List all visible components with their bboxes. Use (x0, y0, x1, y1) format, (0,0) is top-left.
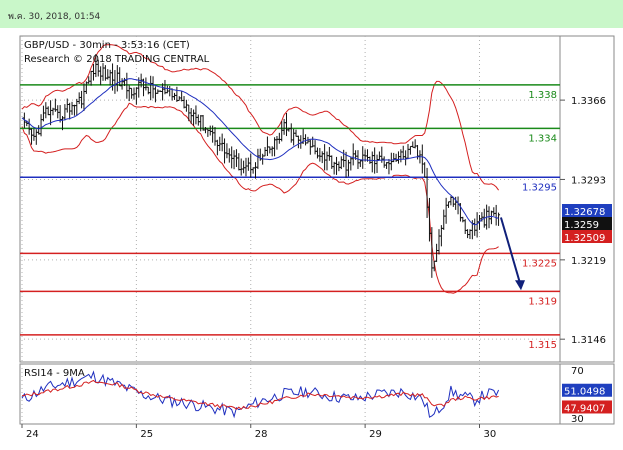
date-tick-label: 29 (369, 429, 382, 440)
level-label-1.315: 1.315 (528, 340, 557, 351)
level-label-1.338: 1.338 (528, 90, 557, 101)
price-badge-1.3259-bg (562, 217, 612, 230)
main-panel-frame (19, 35, 561, 363)
price-tick-label: 1.3146 (571, 335, 606, 346)
price-tick-label: 1.3366 (571, 96, 606, 107)
price-badge-1.32509-bg (562, 230, 612, 243)
moving-average-line (21, 78, 499, 226)
projection-arrow-shaft (499, 217, 521, 284)
level-label-1.3295: 1.3295 (522, 182, 557, 193)
rsi-tick-label: 30 (571, 414, 584, 425)
rsi-badge-51.0498-bg (562, 383, 612, 397)
chart-subtitle: Research © 2018 TRADING CENTRAL (24, 54, 210, 65)
price-badge-1.32678-label: 1.32678 (564, 207, 605, 218)
level-label-1.3225: 1.3225 (522, 258, 557, 269)
date-tick-label: 30 (483, 429, 496, 440)
rsi-badge-47.9407-label: 47.9407 (564, 403, 605, 414)
price-tick-label: 1.3293 (571, 175, 606, 186)
price-tick-label: 1.3219 (571, 256, 606, 267)
date-tick-label: 25 (140, 429, 153, 440)
rsi-badge-51.0498-label: 51.0498 (564, 387, 605, 398)
price-badge-1.32509-label: 1.32509 (564, 233, 605, 244)
timestamp-label: พ.ค. 30, 2018, 01:54 (8, 12, 101, 22)
timestamp-bar: พ.ค. 30, 2018, 01:54 (0, 0, 623, 28)
rsi-badge-47.9407-bg (562, 400, 612, 414)
main-axis-frame (559, 35, 615, 363)
bollinger-upper-band (21, 44, 500, 191)
rsi-title: RSI14 - 9MA (24, 368, 85, 379)
price-badge-1.32678-bg (562, 204, 612, 217)
rsi-series-9MA (22, 379, 499, 411)
projection-arrowhead (515, 280, 525, 291)
level-label-1.319: 1.319 (528, 296, 557, 307)
level-label-1.334: 1.334 (528, 133, 557, 144)
chart-title: GBP/USD - 30min - 3:53:16 (CET) (24, 40, 190, 51)
rsi-tick-label: 70 (571, 366, 584, 377)
date-tick-label: 28 (255, 429, 268, 440)
price-badge-1.3259-label: 1.3259 (564, 220, 599, 231)
date-tick-label: 24 (26, 429, 39, 440)
